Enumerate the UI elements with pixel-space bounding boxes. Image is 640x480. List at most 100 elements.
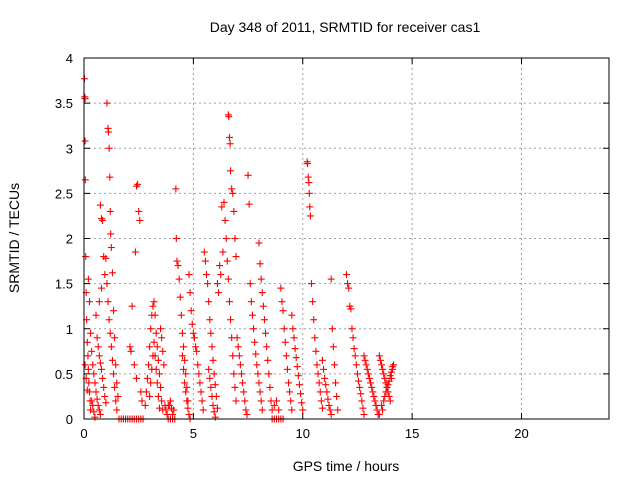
data-point bbox=[145, 361, 153, 369]
data-point bbox=[225, 113, 233, 121]
data-point bbox=[92, 311, 100, 319]
data-point bbox=[292, 354, 300, 362]
data-point bbox=[243, 410, 251, 418]
data-point bbox=[193, 347, 201, 355]
data-point bbox=[81, 137, 89, 145]
axis-ticks bbox=[83, 57, 609, 420]
data-point bbox=[105, 316, 113, 324]
data-point bbox=[270, 401, 278, 409]
data-point bbox=[90, 408, 98, 416]
data-point bbox=[236, 361, 244, 369]
data-point bbox=[181, 379, 189, 387]
data-point bbox=[286, 388, 294, 396]
data-point bbox=[84, 275, 92, 283]
data-point bbox=[111, 383, 119, 391]
data-point bbox=[231, 383, 239, 391]
data-point bbox=[265, 370, 273, 378]
data-point bbox=[350, 345, 358, 353]
data-point bbox=[146, 343, 154, 351]
data-point bbox=[382, 388, 390, 396]
data-point bbox=[376, 356, 384, 364]
data-point bbox=[305, 179, 313, 187]
data-point bbox=[288, 311, 296, 319]
data-point bbox=[131, 248, 139, 256]
data-point bbox=[316, 388, 324, 396]
data-point bbox=[282, 352, 290, 360]
data-point bbox=[134, 180, 142, 188]
data-point bbox=[213, 404, 221, 412]
data-point bbox=[208, 392, 216, 400]
data-point bbox=[306, 203, 314, 211]
x-tick-label: 20 bbox=[514, 426, 528, 441]
y-tick-label: 0 bbox=[66, 412, 73, 427]
data-point bbox=[182, 388, 190, 396]
data-point bbox=[159, 347, 167, 355]
data-point bbox=[98, 365, 105, 373]
data-point bbox=[334, 406, 342, 414]
data-point bbox=[247, 298, 255, 306]
data-point bbox=[127, 347, 135, 355]
data-point bbox=[356, 383, 364, 391]
data-point bbox=[246, 280, 254, 288]
data-point bbox=[310, 316, 318, 324]
y-tick-label: 2.5 bbox=[55, 186, 73, 201]
data-point bbox=[245, 200, 253, 208]
data-point bbox=[321, 374, 329, 382]
data-point bbox=[228, 185, 236, 193]
data-point bbox=[147, 379, 155, 387]
data-point bbox=[133, 182, 140, 190]
data-point bbox=[112, 361, 120, 369]
data-point bbox=[201, 257, 209, 265]
data-point bbox=[384, 381, 392, 389]
data-point bbox=[196, 379, 204, 387]
data-point bbox=[222, 235, 230, 242]
data-point bbox=[230, 370, 238, 378]
data-point bbox=[96, 359, 104, 367]
data-point bbox=[183, 397, 191, 405]
data-point bbox=[256, 388, 264, 396]
x-tick-label: 10 bbox=[296, 426, 310, 441]
data-point bbox=[234, 343, 242, 351]
data-point bbox=[106, 173, 114, 181]
data-point bbox=[106, 207, 114, 215]
data-point bbox=[351, 352, 359, 360]
data-point bbox=[290, 334, 298, 342]
data-point bbox=[312, 347, 320, 355]
data-point bbox=[158, 334, 166, 342]
data-point bbox=[206, 316, 214, 324]
data-point bbox=[388, 363, 396, 371]
data-point bbox=[216, 262, 224, 270]
data-point bbox=[226, 140, 234, 148]
data-point bbox=[92, 388, 100, 396]
data-point bbox=[250, 325, 258, 333]
data-point bbox=[254, 370, 262, 378]
data-point bbox=[96, 410, 104, 418]
data-point bbox=[84, 365, 92, 373]
data-point bbox=[217, 271, 225, 279]
data-point bbox=[326, 406, 334, 414]
data-point bbox=[178, 352, 186, 360]
data-point bbox=[89, 361, 97, 369]
y-tick-label: 3 bbox=[66, 141, 73, 156]
data-point bbox=[242, 406, 250, 414]
data-point bbox=[378, 401, 385, 409]
data-point bbox=[113, 379, 121, 387]
data-point bbox=[230, 207, 238, 215]
data-point bbox=[173, 257, 181, 265]
data-points bbox=[80, 75, 398, 423]
data-point bbox=[229, 189, 237, 197]
data-point bbox=[84, 352, 92, 360]
data-point bbox=[175, 275, 183, 283]
data-point bbox=[293, 363, 301, 371]
data-point bbox=[221, 216, 229, 224]
data-point bbox=[357, 390, 365, 398]
data-point bbox=[225, 298, 233, 306]
data-point bbox=[183, 383, 191, 391]
data-point bbox=[101, 392, 109, 400]
data-point bbox=[358, 397, 366, 405]
data-point bbox=[360, 352, 368, 360]
data-point bbox=[344, 280, 352, 288]
y-axis-label: SRMTID / TECUs bbox=[6, 183, 22, 293]
data-point bbox=[348, 325, 356, 333]
data-point bbox=[211, 413, 219, 421]
